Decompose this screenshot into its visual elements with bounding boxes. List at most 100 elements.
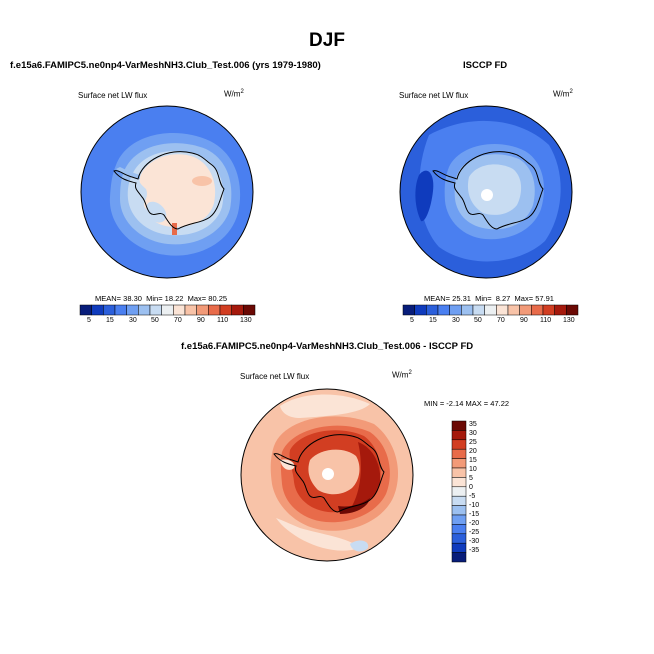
model-stats: MEAN= 38.30 Min= 18.22 Max= 80.25 (95, 294, 227, 303)
model-units-label: W/m2 (224, 89, 244, 99)
diff-variable-label: Surface net LW flux (240, 372, 310, 381)
model-colorbar-label: 15 (106, 317, 114, 324)
model-field-west-low (146, 201, 167, 223)
diff-minmax: MIN = -2.14 MAX = 47.22 (424, 399, 510, 408)
colorbar-swatch (451, 486, 467, 497)
diff-colorbar-label: 25 (469, 439, 477, 446)
diff-field-light-patch-north (280, 394, 370, 418)
colorbar-swatch (507, 304, 520, 316)
colorbar-swatch (484, 304, 497, 316)
colorbar-swatch (451, 533, 467, 544)
colorbar-swatch (402, 304, 415, 316)
model-units-sup: 2 (240, 89, 244, 95)
obs-max-value: 57.91 (535, 294, 554, 303)
colorbar-swatch (451, 542, 467, 553)
obs-min-value: 8.27 (495, 294, 511, 303)
colorbar-swatch (79, 304, 92, 316)
colorbar-swatch (451, 467, 467, 478)
obs-colorbar-label: 30 (452, 317, 460, 324)
colorbar-swatch (126, 304, 139, 316)
colorbar-swatch (231, 304, 244, 316)
model-colorbar-label: 5 (87, 317, 91, 324)
colorbar-swatch (496, 304, 509, 316)
model-panel-title: f.e15a6.FAMIPC5.ne0np4-VarMeshNH3.Club_T… (10, 60, 321, 71)
diff-colorbar-label: 35 (469, 421, 477, 428)
diff-colorbar-label: -10 (469, 502, 480, 509)
diff-colorbar-label: 30 (469, 430, 477, 437)
diff-colorbar-label: -5 (469, 493, 476, 500)
colorbar-swatch (196, 304, 209, 316)
model-field-hotspot (172, 223, 177, 235)
obs-colorbar-label: 15 (429, 317, 437, 324)
colorbar-swatch (451, 448, 467, 459)
colorbar-swatch (542, 304, 555, 316)
model-colorbar-label: 30 (129, 317, 137, 324)
colorbar-swatch (451, 420, 467, 431)
model-mean-label: MEAN= (95, 294, 122, 303)
colorbar-swatch (426, 304, 439, 316)
colorbar-swatch (519, 304, 532, 316)
colorbar-swatch (437, 304, 450, 316)
obs-colorbar (402, 304, 579, 316)
obs-mean-label: MEAN= (424, 294, 451, 303)
diff-units-text: W/m (392, 370, 409, 380)
diff-field-light-patch-south (276, 518, 360, 551)
diff-colorbar-label: -15 (469, 511, 480, 518)
obs-field-ocean-dark-west (415, 170, 434, 222)
colorbar-swatch (149, 304, 162, 316)
obs-variable-label: Surface net LW flux (399, 91, 469, 100)
diff-field-pole-hole (322, 468, 334, 480)
colorbar-swatch (451, 430, 467, 441)
obs-units-label: W/m2 (553, 89, 573, 99)
colorbar-swatch (138, 304, 151, 316)
diff-colorbar-labels: 35 30 25 20 15 10 5 0 -5 -10 -15 -20 -25… (469, 421, 499, 562)
colorbar-swatch (554, 304, 567, 316)
colorbar-swatch (531, 304, 544, 316)
obs-coastline (432, 151, 544, 230)
colorbar-swatch (451, 514, 467, 525)
obs-min-label: Min= (475, 294, 492, 303)
colorbar-swatch (451, 524, 467, 535)
obs-map-border (399, 105, 573, 279)
diff-colorbar-label: -25 (469, 529, 480, 536)
model-colorbar-label: 90 (197, 317, 205, 324)
model-units-text: W/m (224, 89, 241, 99)
diff-colorbar-label: -30 (469, 538, 480, 545)
obs-units-sup: 2 (569, 89, 573, 95)
obs-colorbar-label: 110 (540, 317, 552, 324)
diff-coastline (273, 434, 385, 513)
diff-field-interior (308, 449, 360, 495)
obs-panel-title: ISCCP FD (463, 60, 508, 71)
colorbar-swatch (449, 304, 462, 316)
model-min-label: Min= (146, 294, 163, 303)
obs-colorbar-label: 50 (474, 317, 482, 324)
diff-units-sup: 2 (408, 370, 412, 376)
model-colorbar-label: 110 (217, 317, 229, 324)
diff-colorbar-label: 10 (469, 466, 477, 473)
diff-map (240, 388, 414, 562)
model-max-label: Max= (187, 294, 207, 303)
obs-field-plateau (467, 164, 522, 215)
colorbar-swatch (219, 304, 232, 316)
obs-colorbar-label: 70 (497, 317, 505, 324)
diff-colorbar-label: 0 (469, 484, 473, 491)
colorbar-swatch (451, 477, 467, 488)
colorbar-swatch (451, 458, 467, 469)
model-colorbar-label: 50 (151, 317, 159, 324)
model-field-peninsula (116, 167, 140, 179)
colorbar-swatch (173, 304, 186, 316)
colorbar-swatch (208, 304, 221, 316)
model-colorbar (79, 304, 256, 316)
model-mean-value: 38.30 (123, 294, 142, 303)
diff-map-border (240, 388, 414, 562)
colorbar-swatch (184, 304, 197, 316)
model-coastline (113, 151, 225, 230)
model-map-border (80, 105, 254, 279)
obs-colorbar-label: 90 (520, 317, 528, 324)
colorbar-swatch (566, 304, 579, 316)
diff-units-label: W/m2 (392, 370, 412, 380)
colorbar-swatch (103, 304, 116, 316)
obs-colorbar-label: 130 (563, 317, 575, 324)
obs-colorbar-label: 5 (410, 317, 414, 324)
colorbar-swatch (451, 552, 467, 563)
